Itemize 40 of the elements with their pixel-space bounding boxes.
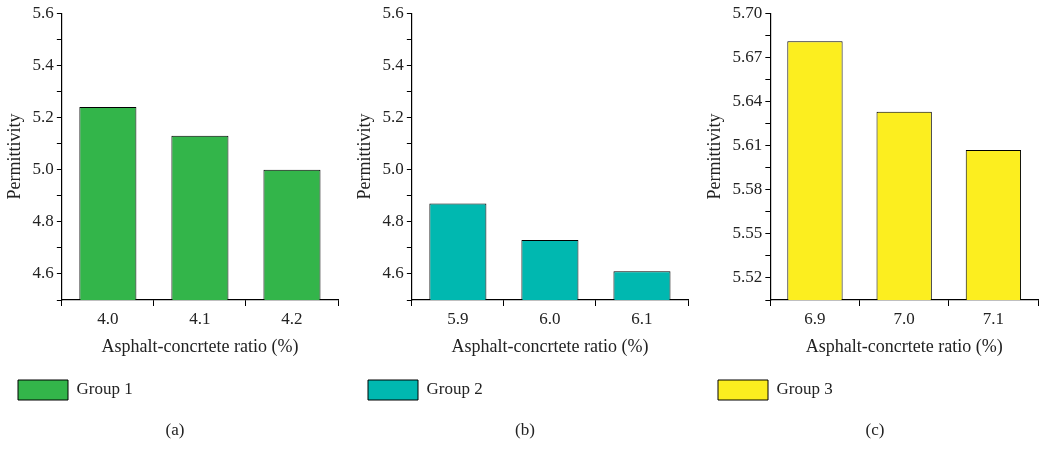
y-tick-label: 5.0: [382, 159, 404, 179]
y-tick-label: 5.6: [382, 2, 404, 22]
y-tick-label: 5.6: [32, 2, 54, 22]
y-tick-label: 4.8: [32, 211, 54, 231]
y-axis-title: Permittivity: [3, 113, 24, 200]
y-tick-label: 5.0: [32, 159, 54, 179]
x-tick-label: 7.0: [893, 308, 915, 328]
x-tick-label: 5.9: [447, 308, 469, 328]
x-tick-label: 6.9: [804, 308, 826, 328]
x-tick-label: 6.1: [631, 308, 653, 328]
y-tick-label: 4.6: [382, 263, 404, 283]
x-tick-label: 6.0: [539, 308, 561, 328]
y-tick-label: 4.8: [382, 211, 404, 231]
y-tick-label: 5.52: [732, 267, 763, 287]
legend-label: Group 3: [776, 379, 833, 399]
text: (a): [164, 420, 186, 440]
y-tick-label: 5.2: [382, 106, 404, 126]
text: (c): [864, 420, 886, 440]
y-tick-label: 5.64: [732, 90, 763, 110]
legend-label: Group 1: [76, 379, 133, 399]
x-tick-label: 4.2: [281, 308, 303, 328]
x-axis-title: Asphalt-concrtete ratio (%): [805, 335, 1003, 357]
y-tick-label: 5.2: [32, 106, 54, 126]
x-axis-title: Asphalt-concrtete ratio (%): [101, 335, 299, 357]
y-tick-label: 5.70: [732, 2, 763, 22]
x-axis-title: Asphalt-concrtete ratio (%): [451, 335, 649, 357]
y-tick-label: 5.55: [732, 223, 763, 243]
x-tick-label: 7.1: [982, 308, 1005, 328]
x-tick-label: 4.1: [189, 308, 211, 328]
y-tick-label: 5.61: [732, 135, 763, 155]
y-tick-label: 5.58: [732, 179, 763, 199]
x-tick-label: 4.0: [97, 308, 119, 328]
y-tick-label: 4.6: [32, 263, 54, 283]
y-tick-label: 5.4: [382, 54, 405, 74]
y-axis-title: Permittivity: [353, 113, 374, 200]
y-tick-label: 5.67: [732, 46, 763, 66]
y-tick-label: 5.4: [32, 54, 55, 74]
y-axis-title: Permittivity: [703, 113, 724, 200]
text: (b): [514, 420, 536, 440]
legend-label: Group 2: [426, 379, 483, 399]
